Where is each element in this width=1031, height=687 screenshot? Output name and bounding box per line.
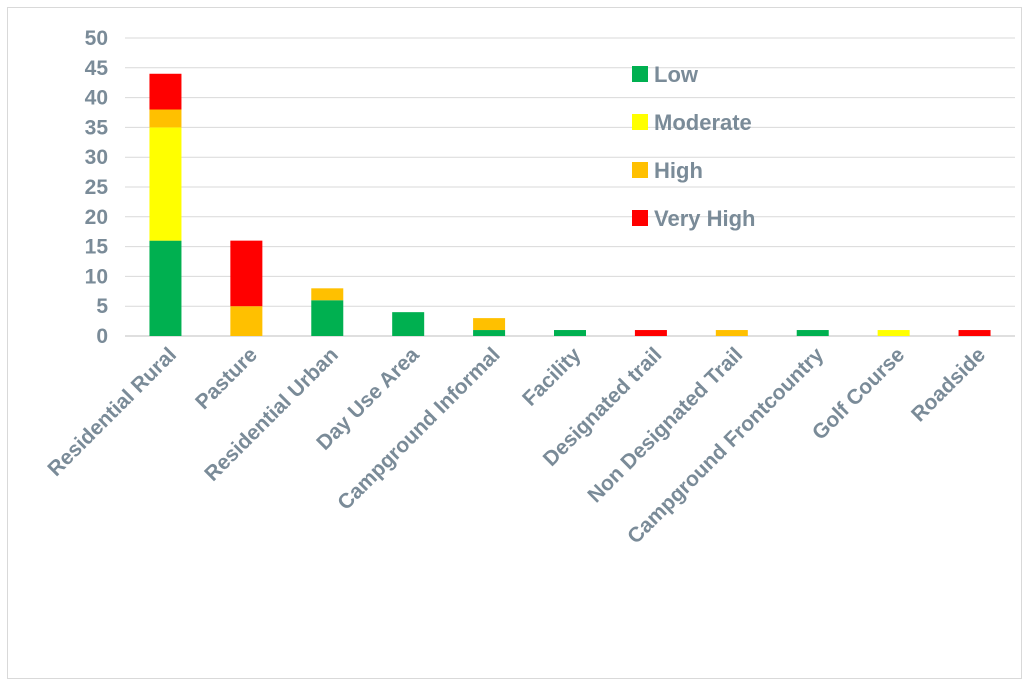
x-category-label: Campground Informal <box>333 343 504 514</box>
bar-segment <box>877 330 910 336</box>
x-category-label: Residential Urban <box>200 343 343 486</box>
legend-label: Moderate <box>654 110 752 135</box>
bar-segment <box>311 288 344 301</box>
x-category-label: Roadside <box>907 343 990 426</box>
bar-segment <box>554 330 586 336</box>
bar-segment <box>230 306 263 336</box>
legend-label: Low <box>654 62 699 87</box>
y-axis-ticks: 0 5 10 15 20 25 30 35 40 45 50 <box>85 27 109 348</box>
x-category-label: Facility <box>518 343 586 411</box>
bar-segment <box>149 127 182 241</box>
x-category-label: Residential Rural <box>43 343 181 481</box>
gridlines <box>125 37 1015 337</box>
y-tick-label: 20 <box>85 206 108 229</box>
y-tick-label: 10 <box>85 265 108 288</box>
legend: Low Moderate High Very High <box>632 62 755 231</box>
bar-segment <box>149 240 182 336</box>
legend-label: Very High <box>654 206 755 231</box>
y-tick-label: 40 <box>85 87 108 110</box>
bar-segment <box>311 300 344 336</box>
y-tick-label: 25 <box>85 176 109 199</box>
y-tick-label: 5 <box>96 295 108 318</box>
bar-segment <box>634 330 667 336</box>
y-tick-label: 50 <box>85 27 108 50</box>
legend-swatch <box>632 210 648 226</box>
bar-segment <box>230 240 263 307</box>
y-tick-label: 0 <box>96 325 108 348</box>
legend-label: High <box>654 158 703 183</box>
legend-swatch <box>632 162 648 178</box>
bar-segment <box>796 330 829 336</box>
y-tick-label: 45 <box>85 57 109 80</box>
x-category-label: Non Designated Trail <box>583 343 747 507</box>
bars <box>149 73 991 336</box>
bar-segment <box>473 318 506 331</box>
legend-swatch <box>632 114 648 130</box>
bar-segment <box>392 312 425 336</box>
bar-segment <box>958 330 991 336</box>
legend-swatch <box>632 66 648 82</box>
x-category-label: Pasture <box>191 343 262 414</box>
y-tick-label: 15 <box>85 236 109 259</box>
y-tick-label: 35 <box>85 116 109 139</box>
bar-segment <box>473 330 506 336</box>
y-tick-label: 30 <box>85 146 108 169</box>
bar-segment <box>149 109 182 128</box>
bar-segment <box>149 73 182 110</box>
bar-segment <box>715 330 748 336</box>
